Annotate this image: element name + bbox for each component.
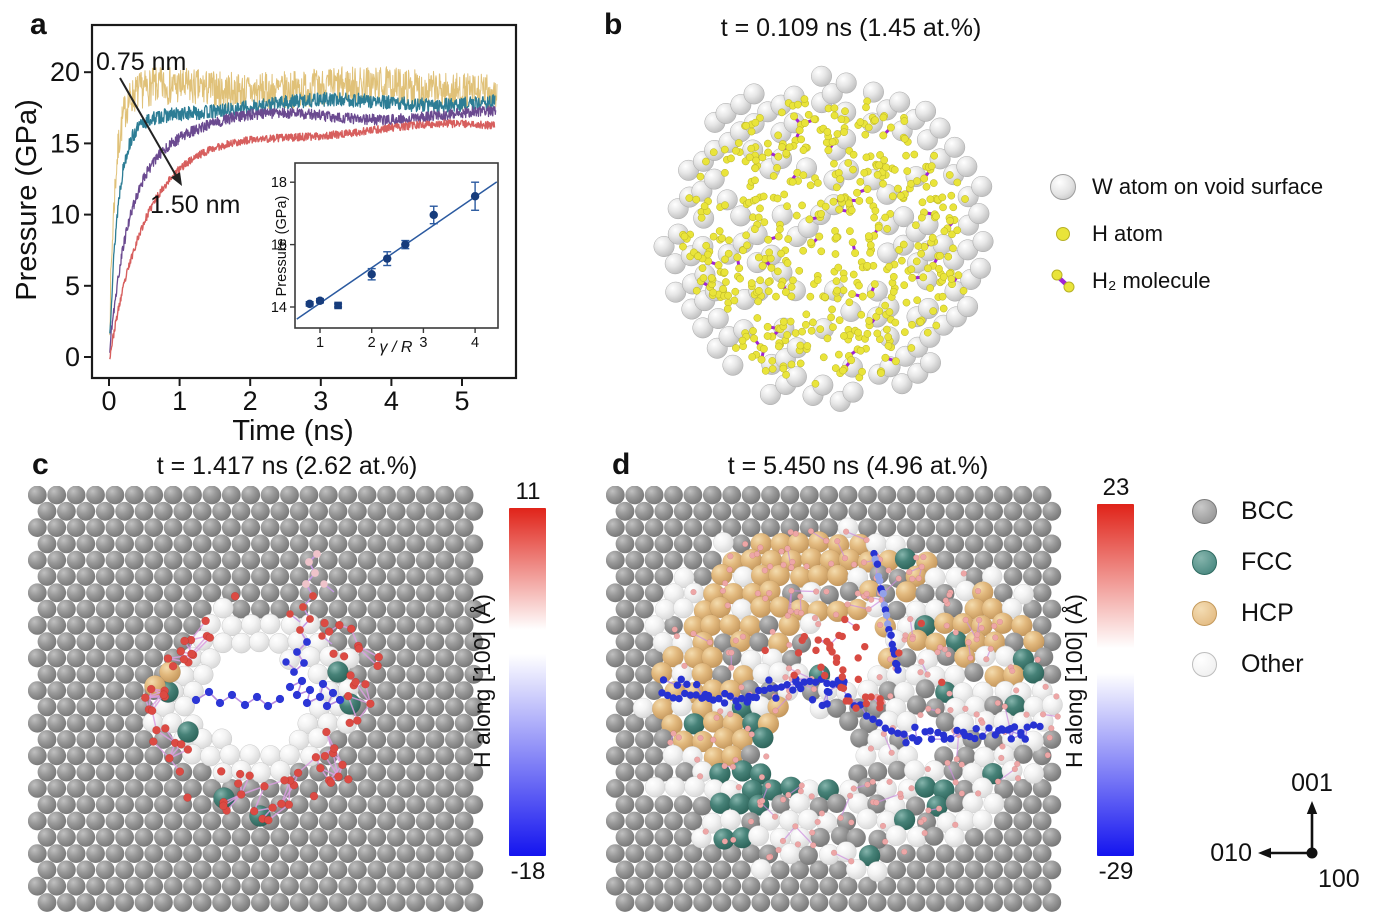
svg-text:14: 14: [271, 300, 287, 316]
atom-legend: W atom on void surface H atom H₂ molecule: [1042, 163, 1323, 304]
inset-y-label: Pressure (GPa): [274, 196, 290, 297]
other-swatch-icon: [1192, 652, 1217, 677]
colorbar-c: [509, 508, 546, 856]
origin-dot-icon: [1306, 847, 1318, 859]
colorbar-d-label: H along [100] (Å): [1061, 594, 1087, 768]
panel-c-label: c: [32, 448, 49, 481]
h-atoms-rim: [141, 591, 384, 825]
colorbar-d: [1097, 504, 1134, 856]
inset-pressure-vs-gammaR: 1 2 3 4 14 16 18 γ / R Pressure (GPa): [271, 162, 499, 356]
structure-legend-row: BCC: [1192, 486, 1304, 537]
svg-text:1: 1: [316, 335, 324, 351]
structure-legend-row: FCC: [1192, 537, 1304, 588]
atom-legend-row: W atom on void surface: [1042, 163, 1323, 210]
bcc-swatch-icon: [1192, 499, 1217, 524]
colorbar-c-max: 11: [515, 478, 541, 505]
panel-a-label: a: [30, 8, 47, 41]
a-x-tick-label: 2: [243, 386, 258, 416]
panel-b-title: t = 0.109 ns (1.45 at.%): [720, 14, 982, 42]
h-atom-icon: [1042, 226, 1084, 241]
structure-legend-label: BCC: [1241, 497, 1294, 525]
atom-legend-row: H atom: [1042, 210, 1323, 257]
colorbar-c-label: H along [100] (Å): [469, 594, 495, 768]
atom-legend-label: H atom: [1092, 220, 1163, 246]
a-x-tick-label: 4: [384, 386, 399, 416]
colorbar-c-min: -18: [510, 858, 546, 885]
a-y-tick-label: 0: [65, 342, 80, 372]
panel-b-label: b: [604, 8, 623, 41]
bcc-lattice: [606, 486, 1062, 912]
annotation-075nm: 0.75 nm: [96, 48, 186, 76]
svg-text:4: 4: [471, 335, 479, 351]
colorbar-d-min: -29: [1098, 858, 1134, 885]
structure-legend-label: FCC: [1241, 548, 1293, 576]
structure-legend-label: HCP: [1241, 599, 1294, 627]
svg-text:18: 18: [271, 175, 287, 191]
a-y-tick-label: 5: [65, 271, 80, 301]
annotation-150nm: 1.50 nm: [150, 191, 240, 219]
a-y-tick-label: 10: [50, 200, 80, 230]
structure-legend-row: Other: [1192, 639, 1304, 690]
h-mesh-atoms: [667, 528, 1061, 865]
a-x-tick-label: 3: [313, 386, 328, 416]
panel-d-title: t = 5.450 ns (4.96 at.%): [727, 452, 989, 480]
a-x-axis-label: Time (ns): [232, 415, 353, 447]
svg-text:2: 2: [368, 335, 376, 351]
atom-legend-row: H₂ molecule: [1042, 257, 1323, 304]
w-atom-icon: [1042, 173, 1084, 200]
colorbar-d-max: 23: [1102, 474, 1130, 501]
atom-legend-label: H₂ molecule: [1092, 267, 1211, 293]
axis-001-label: 001: [1291, 769, 1333, 797]
a-x-tick-label: 1: [172, 386, 187, 416]
structure-legend: BCC FCC HCP Other: [1192, 486, 1304, 690]
lattice-snapshot-c: [28, 486, 484, 912]
structure-legend-label: Other: [1241, 650, 1304, 678]
a-y-tick-label: 20: [50, 57, 80, 87]
svg-text:3: 3: [419, 335, 427, 351]
h2-band-atoms: [658, 549, 1044, 747]
lattice-snapshot-d: [606, 486, 1063, 912]
void-surface-render: [653, 65, 994, 412]
crystal-axes-indicator: 001 010 100: [1210, 769, 1360, 893]
inset-x-label: γ / R: [380, 339, 413, 356]
fcc-swatch-icon: [1192, 550, 1217, 575]
pressure-traces: [109, 66, 498, 360]
panel-d-label: d: [612, 448, 631, 481]
axis-010-label: 010: [1210, 839, 1252, 867]
pressure-time-chart: 0 1 2 3 4 5 0 5 10 15 20 Time (ns) Pressure (GPa) 0.7…: [11, 23, 518, 447]
a-x-tick-label: 5: [454, 386, 469, 416]
a-x-tick-label: 0: [101, 386, 116, 416]
structure-legend-row: HCP: [1192, 588, 1304, 639]
h2-chain-atoms: [191, 550, 345, 711]
svg-text:16: 16: [271, 238, 287, 254]
a-y-tick-label: 15: [50, 128, 80, 158]
axis-100-label: 100: [1318, 865, 1360, 893]
bcc-lattice: [28, 486, 484, 912]
a-y-axis-label: Pressure (GPa): [11, 99, 43, 300]
hcp-swatch-icon: [1192, 601, 1217, 626]
h-atoms: [679, 95, 969, 388]
atom-legend-label: W atom on void surface: [1092, 173, 1324, 199]
panel-c-title: t = 1.417 ns (2.62 at.%): [156, 452, 418, 480]
h2-molecule-icon: [1042, 268, 1084, 294]
